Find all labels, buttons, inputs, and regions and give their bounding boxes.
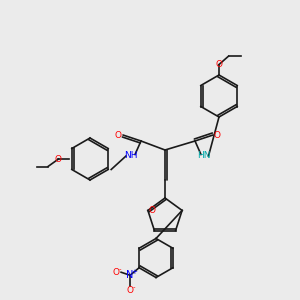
Text: -: - — [119, 266, 122, 272]
Text: HN: HN — [197, 152, 211, 160]
Text: O: O — [112, 268, 119, 277]
Text: N: N — [126, 270, 134, 280]
Text: -: - — [133, 284, 135, 290]
Text: O: O — [127, 286, 134, 295]
Text: O: O — [215, 60, 223, 69]
Text: O: O — [55, 154, 62, 164]
Text: O: O — [149, 206, 156, 215]
Text: O: O — [214, 130, 221, 140]
Text: O: O — [115, 130, 122, 140]
Text: +: + — [131, 269, 137, 275]
Text: NH: NH — [124, 152, 137, 160]
